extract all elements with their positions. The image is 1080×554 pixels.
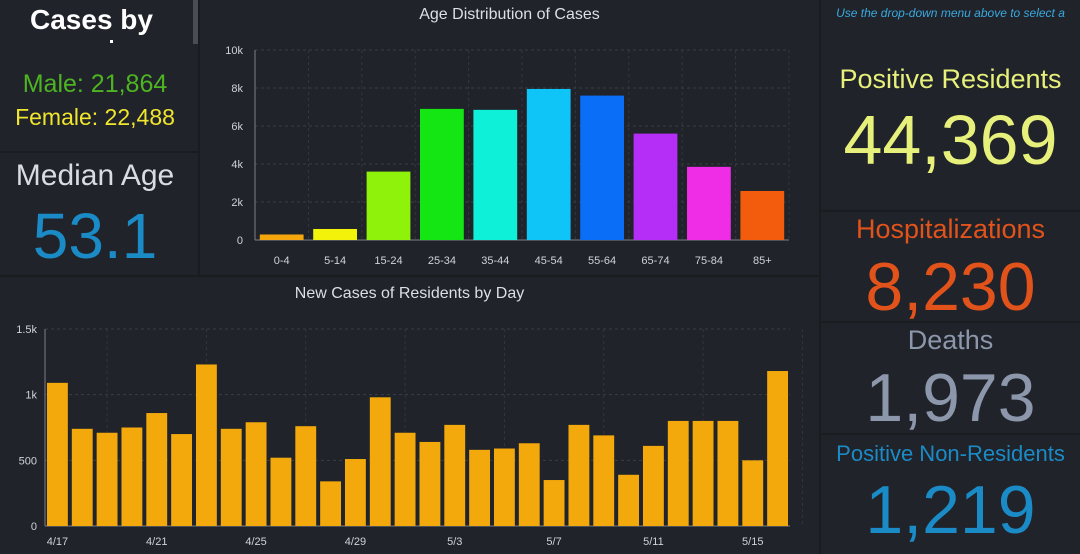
daily-x-tick-label: 4/21 xyxy=(146,536,167,548)
deaths-value: 1,973 xyxy=(865,360,1036,433)
daily-bar-4/27 xyxy=(295,426,317,526)
daily-bar-5/1 xyxy=(394,432,416,526)
age-y-tick-label: 4k xyxy=(231,159,243,171)
daily-bar-5/3 xyxy=(444,424,466,526)
cases-by-gender-panel: Cases by Male: 21,864 Female: 22,488 xyxy=(0,0,198,151)
daily-bar-5/4 xyxy=(469,449,491,526)
age-x-tick-label: 0-4 xyxy=(274,255,290,267)
age-x-tick-label: 85+ xyxy=(753,255,772,267)
median-age-value: 53.1 xyxy=(32,200,158,272)
age-y-tick-label: 0 xyxy=(237,235,243,247)
age-chart-title: Age Distribution of Cases xyxy=(419,6,600,23)
daily-bar-5/14 xyxy=(717,420,739,526)
age-x-tick-label: 65-74 xyxy=(641,255,669,267)
daily-bar-5/10 xyxy=(618,474,640,526)
female-cases: Female: 22,488 xyxy=(15,104,175,130)
hospitalizations-value: 8,230 xyxy=(865,249,1036,321)
age-bar-0-4 xyxy=(259,234,304,240)
daily-x-tick-label: 4/25 xyxy=(245,536,266,548)
age-y-tick-label: 10k xyxy=(225,45,243,57)
age-bar-35-44 xyxy=(473,109,518,240)
age-distribution-chart: 0 2k 4k 6k 8k 10k 0-4 5-14 15-24 25-34 35-44 45-54 5… xyxy=(225,45,790,267)
panel-scrollbar[interactable] xyxy=(193,0,198,44)
daily-x-tick-label: 5/15 xyxy=(742,536,763,548)
age-distribution-chart-panel: Age Distribution of Cases 0 2k 4k 6k 8k 10k 0-… xyxy=(200,0,819,275)
non-residents-label: Positive Non-Residents xyxy=(836,441,1065,466)
daily-bar-4/21 xyxy=(146,413,168,526)
age-x-tick-label: 15-24 xyxy=(374,255,402,267)
daily-bar-4/30 xyxy=(369,397,391,526)
daily-y-tick-label: 1.5k xyxy=(16,324,37,336)
daily-cases-chart: 0 500 1k 1.5k 4/17 4/21 4/25 4/29 5/3 5/7 5/11 5/15 xyxy=(16,324,803,548)
daily-bar-4/17 xyxy=(46,382,68,526)
age-bar-5-14 xyxy=(313,228,357,240)
daily-bar-5/16 xyxy=(767,371,789,526)
daily-x-tick-label: 4/17 xyxy=(47,536,68,548)
daily-bar-4/22 xyxy=(171,434,193,526)
daily-bar-5/7 xyxy=(543,480,565,526)
male-cases: Male: 21,864 xyxy=(22,70,168,98)
daily-bar-5/11 xyxy=(642,445,664,526)
daily-x-tick-label: 5/11 xyxy=(643,536,664,548)
cut-off-text-fragment xyxy=(110,40,113,43)
age-y-tick-label: 2k xyxy=(231,197,243,209)
daily-x-tick-label: 5/3 xyxy=(447,536,462,548)
deaths-panel: Deaths 1,973 xyxy=(821,323,1080,433)
hospitalizations-panel: Hospitalizations 8,230 xyxy=(821,212,1080,321)
daily-chart-title: New Cases of Residents by Day xyxy=(294,285,525,302)
daily-cases-chart-panel: New Cases of Residents by Day 0 500 1k 1.5k… xyxy=(0,277,819,554)
daily-x-tick-label: 5/7 xyxy=(546,536,561,548)
age-x-tick-label: 25-34 xyxy=(428,255,456,267)
hospitalizations-label: Hospitalizations xyxy=(855,214,1046,244)
age-bar-55-64 xyxy=(580,95,624,240)
age-x-tick-label: 75-84 xyxy=(695,255,723,267)
age-bar-75-84 xyxy=(687,166,731,240)
daily-bar-4/29 xyxy=(344,459,366,526)
daily-bar-4/24 xyxy=(220,428,242,526)
cases-by-title: Cases by xyxy=(30,4,153,35)
daily-bar-5/13 xyxy=(692,420,714,526)
age-bar-65-74 xyxy=(633,133,678,240)
daily-bar-5/12 xyxy=(667,420,689,526)
median-age-label: Median Age xyxy=(15,159,175,192)
positive-residents-panel: Use the drop-down menu above to select a… xyxy=(821,0,1080,210)
daily-bar-5/15 xyxy=(742,460,764,526)
age-bar-85+ xyxy=(740,190,785,240)
daily-bar-5/6 xyxy=(518,443,540,526)
median-age-panel: Median Age 53.1 xyxy=(0,153,198,275)
non-residents-value: 1,219 xyxy=(865,472,1036,548)
positive-residents-value: 44,369 xyxy=(843,101,1058,179)
daily-bar-5/2 xyxy=(419,441,441,526)
age-x-tick-label: 55-64 xyxy=(588,255,616,267)
daily-bar-5/5 xyxy=(493,448,515,526)
age-y-tick-label: 8k xyxy=(231,83,243,95)
daily-bar-4/19 xyxy=(96,432,118,526)
age-bar-15-24 xyxy=(366,171,411,240)
daily-bar-4/20 xyxy=(121,427,143,526)
daily-y-tick-label: 1k xyxy=(25,390,37,402)
age-y-tick-label: 6k xyxy=(231,121,243,133)
daily-bar-5/9 xyxy=(593,435,615,526)
age-x-tick-label: 35-44 xyxy=(481,255,509,267)
positive-residents-label: Positive Residents xyxy=(839,64,1062,94)
daily-y-tick-label: 500 xyxy=(19,455,37,467)
daily-bar-5/8 xyxy=(568,424,590,526)
daily-bar-4/25 xyxy=(245,422,267,526)
daily-bar-4/28 xyxy=(320,481,342,526)
age-bar-25-34 xyxy=(420,108,464,241)
deaths-label: Deaths xyxy=(907,325,994,355)
positive-non-residents-panel: Positive Non-Residents 1,219 xyxy=(821,435,1080,554)
info-ticker: Use the drop-down menu above to select a xyxy=(836,6,1065,20)
daily-bar-4/23 xyxy=(195,364,217,526)
daily-x-tick-label: 4/29 xyxy=(345,536,366,548)
age-x-tick-label: 45-54 xyxy=(535,255,563,267)
daily-y-tick-label: 0 xyxy=(31,521,37,533)
age-x-tick-label: 5-14 xyxy=(324,255,346,267)
daily-bar-4/18 xyxy=(71,428,93,526)
daily-bar-4/26 xyxy=(270,457,292,526)
age-bar-45-54 xyxy=(526,88,571,240)
